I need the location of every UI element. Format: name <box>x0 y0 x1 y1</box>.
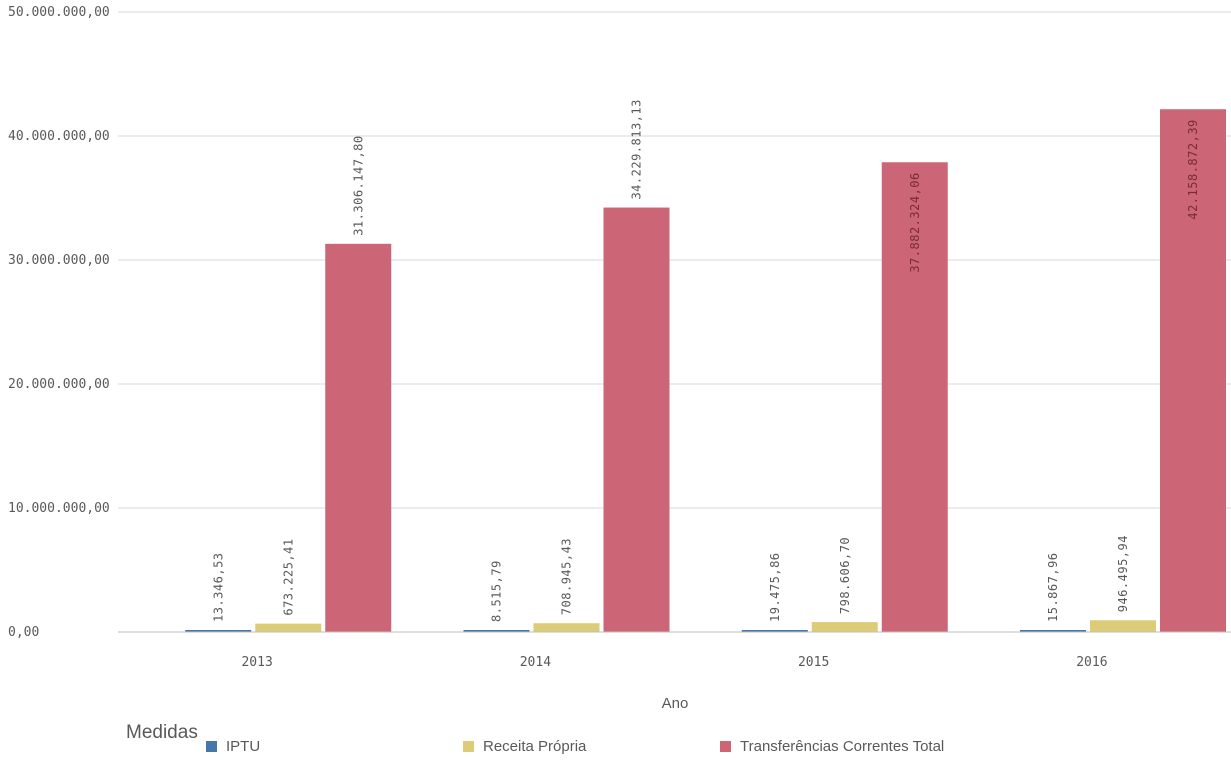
data-label: 708.945,43 <box>560 538 574 615</box>
bar-iptu-2014[interactable] <box>463 630 530 632</box>
data-label: 42.158.872,39 <box>1186 119 1200 219</box>
data-label: 946.495,94 <box>1116 535 1130 612</box>
data-label: 37.882.324,06 <box>908 172 922 272</box>
y-tick-label: 50.000.000,00 <box>8 5 110 20</box>
data-label: 34.229.813,13 <box>630 99 644 199</box>
bar-receita-pr-pria-2014[interactable] <box>533 623 600 632</box>
legend-swatch-iptu <box>206 740 217 752</box>
bar-receita-pr-pria-2015[interactable] <box>811 622 878 632</box>
legend-swatch-receita-propria <box>463 740 474 752</box>
gridlines <box>118 11 1231 509</box>
legend-item-receita-propria[interactable]: Receita Própria <box>463 736 586 756</box>
bar-iptu-2013[interactable] <box>185 630 252 632</box>
bar-transfer-ncias-correntes-total-2014[interactable] <box>603 207 670 632</box>
legend-label-iptu: IPTU <box>226 737 261 755</box>
x-axis: 2013 2014 2015 2016 <box>241 655 1107 670</box>
data-labels: 13.346,53 673.225,41 31.306.147,80 8.515,79… <box>211 99 1200 622</box>
bar-iptu-2015[interactable] <box>741 630 808 632</box>
x-tick-label: 2015 <box>798 655 829 670</box>
legend-item-transferencias[interactable]: Transferências Correntes Total <box>720 736 944 756</box>
legend-item-iptu[interactable]: IPTU <box>206 736 260 756</box>
y-tick-label: 0,00 <box>8 625 39 640</box>
y-tick-label: 40.000.000,00 <box>8 129 110 144</box>
bar-receita-pr-pria-2013[interactable] <box>255 623 322 632</box>
bar-receita-pr-pria-2016[interactable] <box>1090 620 1156 632</box>
bar-transfer-ncias-correntes-total-2016[interactable] <box>1160 109 1226 632</box>
bar-iptu-2016[interactable] <box>1020 630 1086 632</box>
x-tick-label: 2016 <box>1076 655 1107 670</box>
x-axis-title: Ano <box>662 695 689 712</box>
y-axis: 0,00 10.000.000,00 20.000.000,00 30.000.000… <box>8 5 110 640</box>
y-tick-label: 30.000.000,00 <box>8 253 110 268</box>
legend-label-receita-propria: Receita Própria <box>483 737 587 755</box>
legend-title: Medidas <box>126 722 198 743</box>
data-label: 13.346,53 <box>211 552 225 622</box>
bar-transfer-ncias-correntes-total-2013[interactable] <box>325 243 392 632</box>
data-label: 673.225,41 <box>281 538 295 615</box>
data-label: 8.515,79 <box>490 560 504 622</box>
data-label: 15.867,96 <box>1046 552 1060 622</box>
legend-label-transferencias: Transferências Correntes Total <box>740 737 945 755</box>
y-tick-label: 10.000.000,00 <box>8 501 110 516</box>
bars <box>185 109 1226 632</box>
legend: Medidas IPTU Receita Própria Transferênc… <box>126 722 1226 758</box>
bar-transfer-ncias-correntes-total-2015[interactable] <box>881 162 948 632</box>
legend-swatch-transferencias <box>720 740 731 752</box>
data-label: 798.606,70 <box>838 537 852 614</box>
x-tick-label: 2014 <box>520 655 551 670</box>
data-label: 31.306.147,80 <box>351 135 365 235</box>
x-tick-label: 2013 <box>241 655 272 670</box>
y-tick-label: 20.000.000,00 <box>8 377 110 392</box>
data-label: 19.475,86 <box>768 552 782 622</box>
